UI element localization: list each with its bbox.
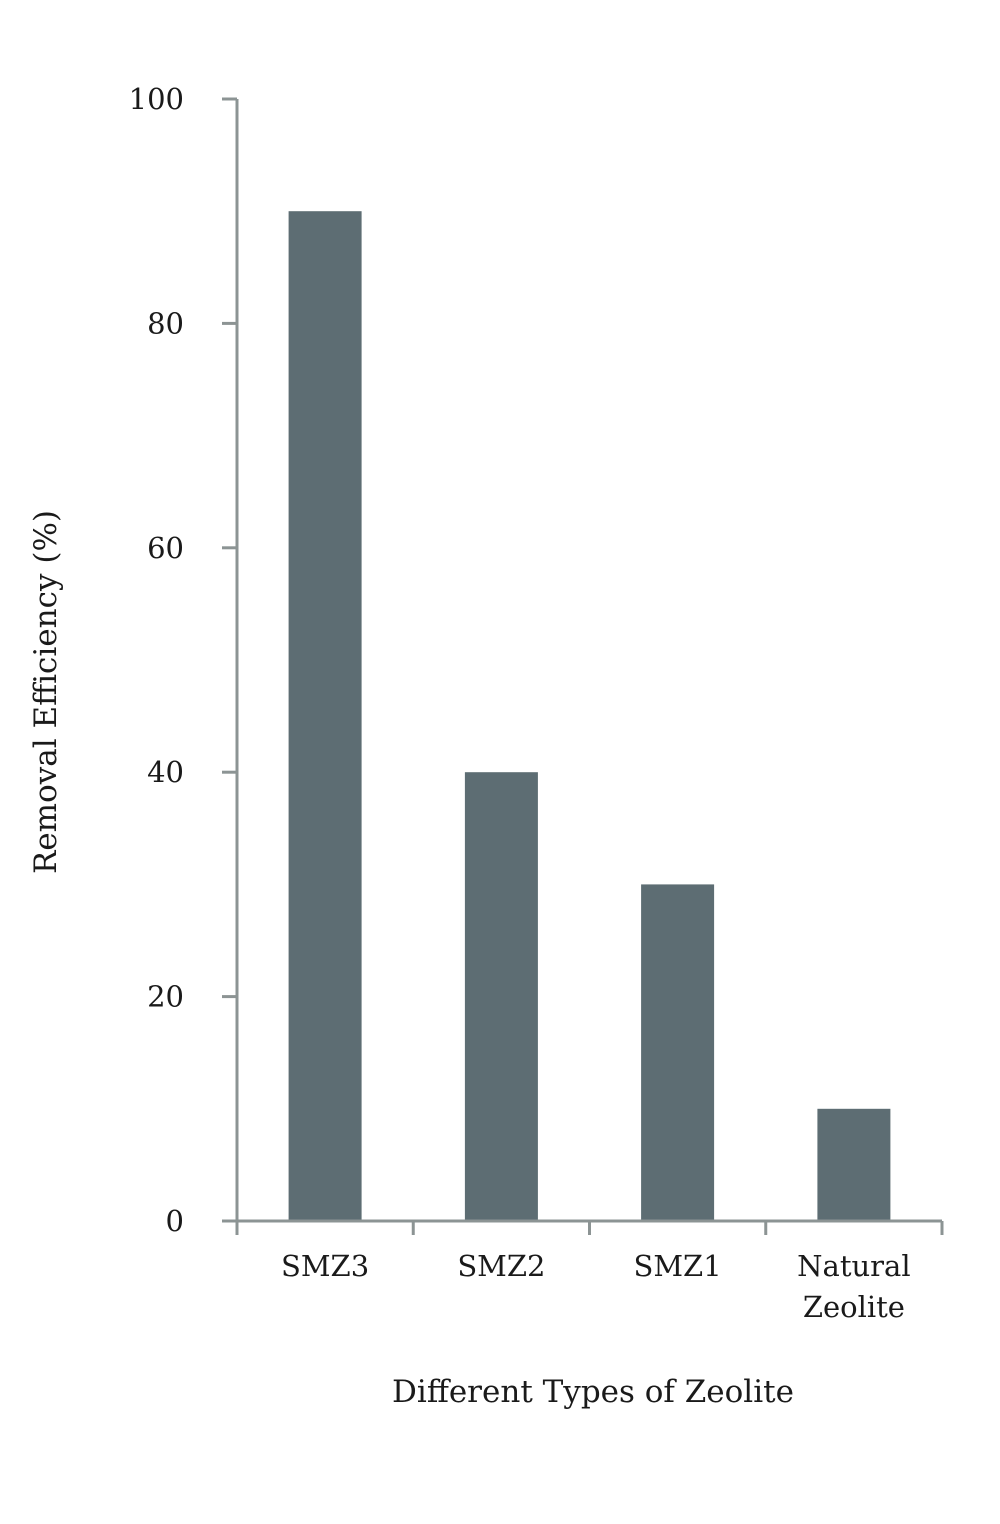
- x-tick-label: Natural Zeolite: [797, 1249, 910, 1324]
- y-tick-label: 100: [129, 82, 184, 116]
- bar-smz2: [464, 772, 538, 1221]
- x-tick-label-line: SMZ2: [457, 1249, 545, 1283]
- y-tick-label: 40: [147, 755, 184, 789]
- y-tick-label: 80: [147, 306, 184, 340]
- x-tick-label: SMZ2: [457, 1249, 545, 1283]
- y-axis-title: Removal Efficiency (%): [28, 510, 64, 874]
- y-tick-label: 0: [166, 1204, 184, 1238]
- x-tick-label-line: SMZ1: [634, 1249, 722, 1283]
- bar-smz1: [641, 884, 715, 1221]
- x-axis-title: Different Types of Zeolite: [392, 1374, 794, 1410]
- y-tick-label: 60: [147, 531, 184, 565]
- bar-natural-zeolite: [817, 1108, 891, 1221]
- y-tick-label: 20: [147, 980, 184, 1014]
- x-tick-label-line: Zeolite: [803, 1290, 905, 1324]
- x-ticks-group: SMZ3 SMZ2 SMZ1 Natural Zeolite: [235, 1221, 944, 1324]
- x-tick-label: SMZ1: [634, 1249, 722, 1283]
- x-tick-label-line: Natural: [797, 1249, 910, 1283]
- axes-group: [222, 99, 942, 1223]
- x-tick-label: SMZ3: [281, 1249, 369, 1283]
- x-tick-label-line: SMZ3: [281, 1249, 369, 1283]
- bars-group: [288, 211, 891, 1221]
- y-ticks-group: 0 20 40 60 80 100: [129, 82, 237, 1238]
- bar-smz3: [288, 211, 362, 1221]
